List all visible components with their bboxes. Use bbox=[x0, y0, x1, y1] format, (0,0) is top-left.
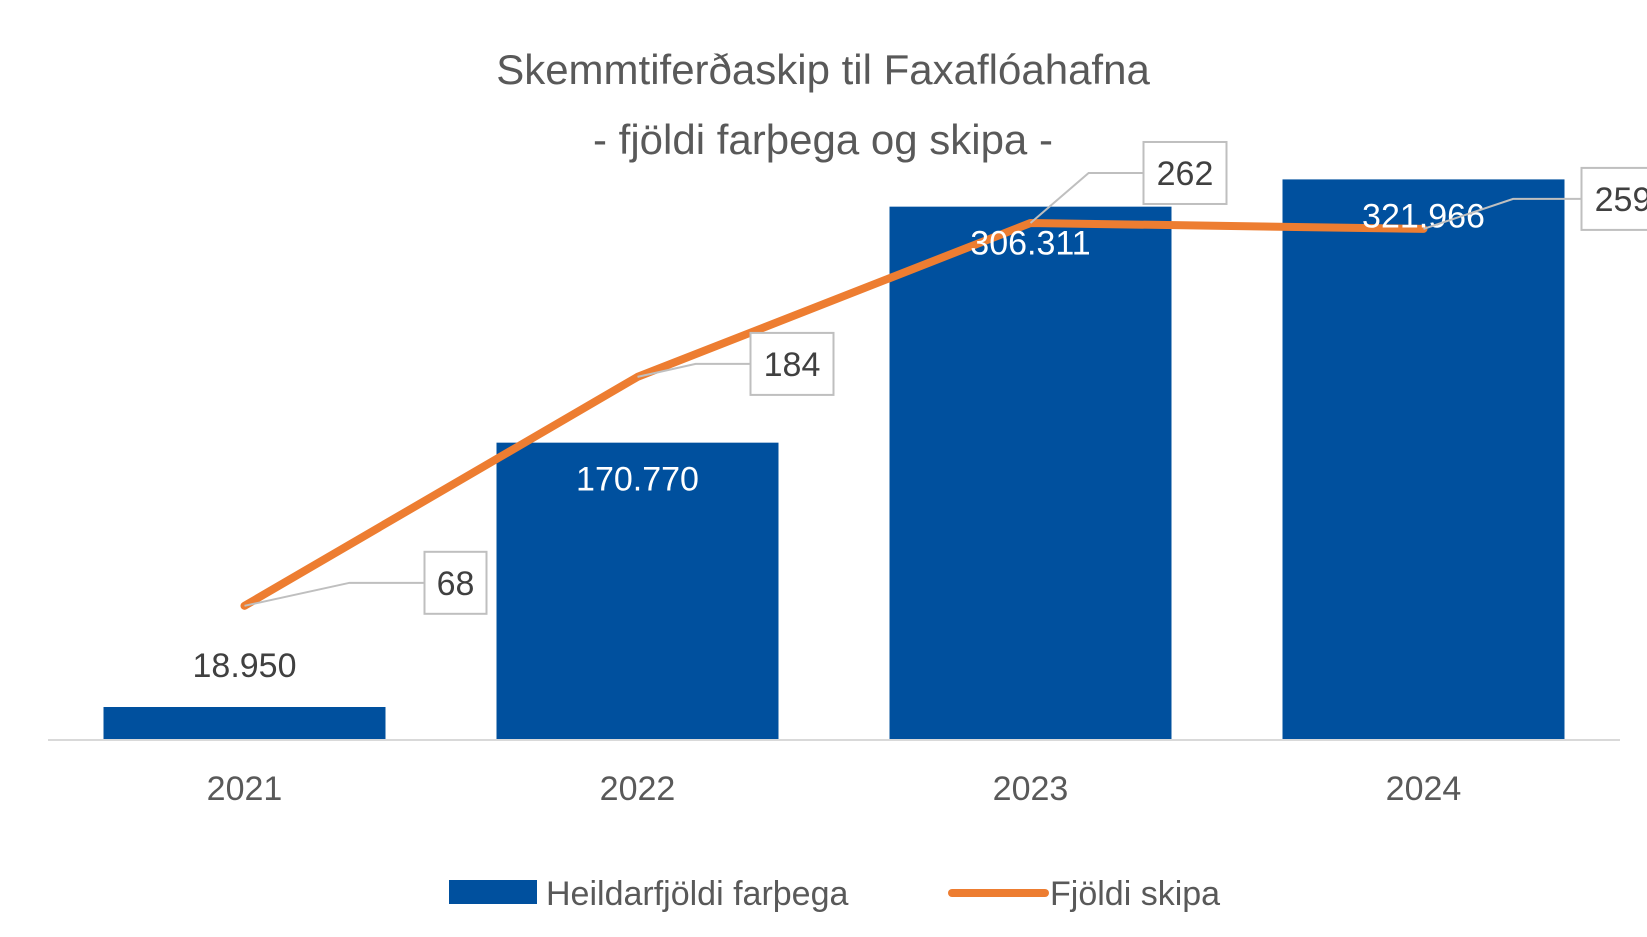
bars-layer bbox=[103, 179, 1565, 740]
callouts-layer: 68 184 262 259 bbox=[244, 140, 1647, 615]
line-label-2024: 259 bbox=[1595, 181, 1647, 219]
bar-label-2021: 18.950 bbox=[193, 647, 297, 685]
bar-label-2022: 170.770 bbox=[576, 461, 699, 499]
chart-subtitle: - fjöldi farþega og skipa - bbox=[593, 116, 1053, 163]
callout-box-2021 bbox=[423, 550, 488, 615]
bar-labels-layer: 18.950 170.770 306.311 321.966 bbox=[193, 197, 1485, 685]
legend: Heildarfjöldi farþega Fjöldi skipa bbox=[449, 875, 1220, 913]
chart-title: Skemmtiferðaskip til Faxaflóahafna bbox=[496, 46, 1150, 93]
line-layer bbox=[240, 218, 1428, 610]
callout-box-2022 bbox=[749, 331, 835, 396]
legend-bar-label: Heildarfjöldi farþega bbox=[546, 875, 848, 913]
line-label-2022: 184 bbox=[764, 346, 821, 384]
callout-leader-2024 bbox=[1423, 197, 1582, 230]
callout-leader-2021 bbox=[244, 581, 425, 607]
bar-label-2024: 321.966 bbox=[1362, 197, 1485, 235]
x-tick-2023: 2023 bbox=[993, 770, 1069, 808]
line-label-2023: 262 bbox=[1157, 155, 1214, 193]
legend-bar-swatch bbox=[449, 880, 537, 904]
line-series-fjoldi-skipa bbox=[240, 218, 1428, 610]
bar-2024 bbox=[1282, 179, 1565, 740]
x-tick-2022: 2022 bbox=[600, 770, 676, 808]
bar-label-2023: 306.311 bbox=[970, 225, 1090, 263]
bar-2022 bbox=[496, 442, 779, 740]
x-tick-2024: 2024 bbox=[1386, 770, 1462, 808]
x-tick-2021: 2021 bbox=[207, 770, 283, 808]
callout-box-2024 bbox=[1580, 166, 1647, 231]
callout-leader-2023 bbox=[1029, 171, 1144, 224]
callout-box-2023 bbox=[1142, 140, 1228, 205]
legend-line-label: Fjöldi skipa bbox=[1050, 875, 1220, 913]
callout-leader-2022 bbox=[637, 362, 751, 378]
bar-2023 bbox=[889, 206, 1172, 740]
line-label-2021: 68 bbox=[437, 565, 475, 603]
x-ticks-layer: 2021 2022 2023 2024 bbox=[207, 770, 1462, 808]
bar-2021 bbox=[103, 707, 386, 740]
